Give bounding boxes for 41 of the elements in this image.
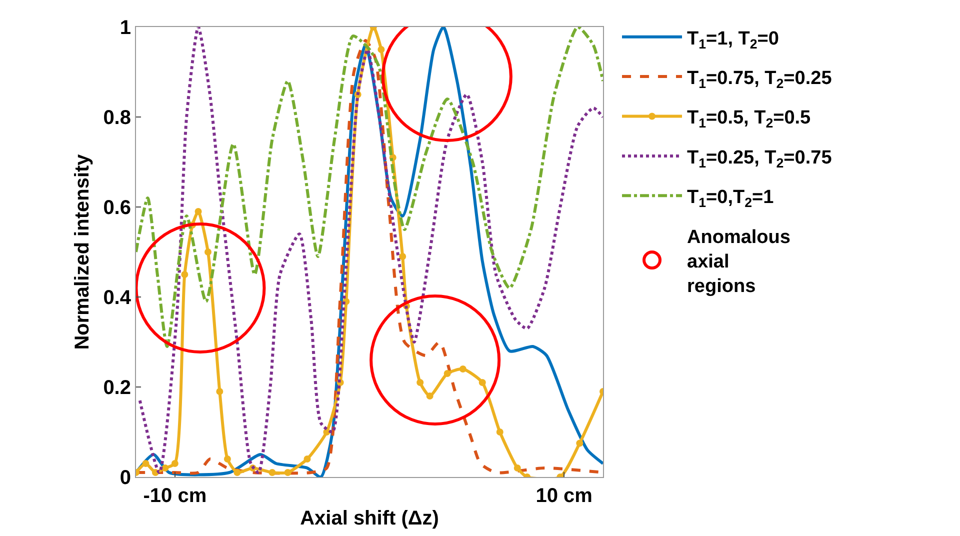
point (268, 469, 276, 476)
point (370, 294, 501, 426)
point (136, 222, 266, 354)
point (162, 464, 169, 472)
point (399, 253, 406, 260)
point (181, 271, 188, 278)
point (514, 464, 521, 472)
y-tick-label: 0.6 (103, 197, 131, 219)
legend-label: Anomalous axial regions (687, 226, 790, 298)
legend-label: T$_{1}$=1, T$_{2}$=0 (687, 28, 779, 52)
point (478, 379, 486, 386)
point (444, 370, 451, 377)
point (378, 46, 385, 53)
point (496, 428, 504, 436)
y-tick-label: 1 (120, 17, 131, 39)
point (204, 248, 212, 256)
y-tick-label: 0.4 (103, 287, 132, 309)
point (426, 392, 434, 400)
legend-label: T$_{1}$=0.75, T$_{2}$=0.25 (687, 68, 832, 91)
legend-label: T$_{1}$=0.5, T$_{2}$=0.5 (687, 108, 812, 131)
x-tick-label: -10 cm (143, 485, 207, 507)
x-axis-title: Axial shift (Δz) (300, 508, 439, 530)
point (142, 460, 150, 467)
point (304, 456, 311, 462)
point (416, 379, 424, 386)
x-tick-label: 10 cm (536, 485, 592, 507)
point (234, 469, 241, 476)
y-axis-title: Normalized intensity (72, 153, 94, 350)
y-tick-label: 0.2 (103, 377, 131, 399)
legend-label: T$_{1}$=0.25, T$_{2}$=0.75 (687, 147, 832, 170)
y-tick-label: 0.8 (103, 107, 131, 129)
point (194, 208, 202, 215)
point (284, 469, 292, 476)
point (459, 366, 466, 372)
y-tick-label: 0 (120, 467, 131, 489)
legend-label: T$_{1}$=0,T$_{2}$=1 (687, 187, 774, 210)
point (224, 456, 231, 462)
point (171, 460, 178, 467)
line-series (136, 27, 603, 348)
point (576, 440, 584, 447)
point (216, 388, 224, 395)
